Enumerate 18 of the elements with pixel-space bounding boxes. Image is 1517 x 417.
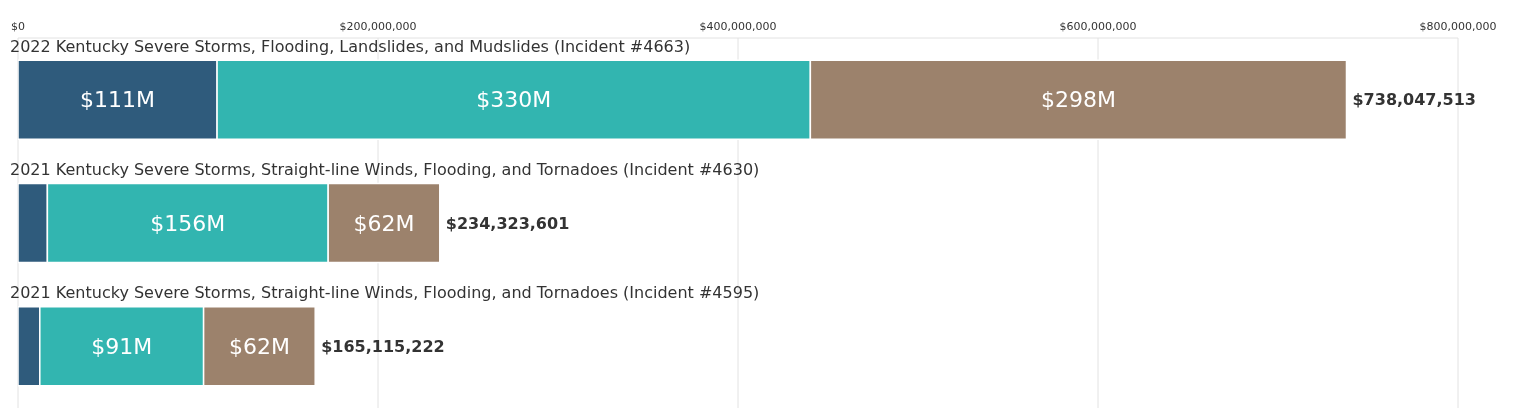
data-label: $156M (150, 210, 226, 236)
data-label: $91M (91, 333, 153, 359)
x-tick-label: $200,000,000 (339, 20, 417, 33)
data-label: $298M (1040, 87, 1116, 113)
x-tick-label: $0 (11, 20, 25, 33)
total-label: $234,323,601 (445, 213, 570, 233)
x-tick-label: $400,000,000 (699, 20, 777, 33)
total-label: $738,047,513 (1352, 90, 1476, 110)
x-tick-label: $600,000,000 (1059, 20, 1137, 33)
total-label: $165,115,222 (321, 336, 445, 356)
data-label: $111M (80, 87, 156, 113)
y-tick-label: 2022 Kentucky Severe Storms, Flooding, Landslides, and Mudslides (Incident #4663) (10, 36, 691, 56)
x-tick-label: $800,000,000 (1419, 20, 1497, 33)
y-tick-label: 2021 Kentucky Severe Storms, Straight-line Winds, Flooding, and Tornadoes (Incident #4630) (10, 160, 760, 179)
data-label: $62M (228, 333, 290, 359)
data-label: $62M (353, 210, 415, 236)
data-label: $330M (476, 87, 552, 113)
y-tick-label: 2021 Kentucky Severe Storms, Straight-line Winds, Flooding, and Tornadoes (Incident #4595) (10, 283, 760, 303)
